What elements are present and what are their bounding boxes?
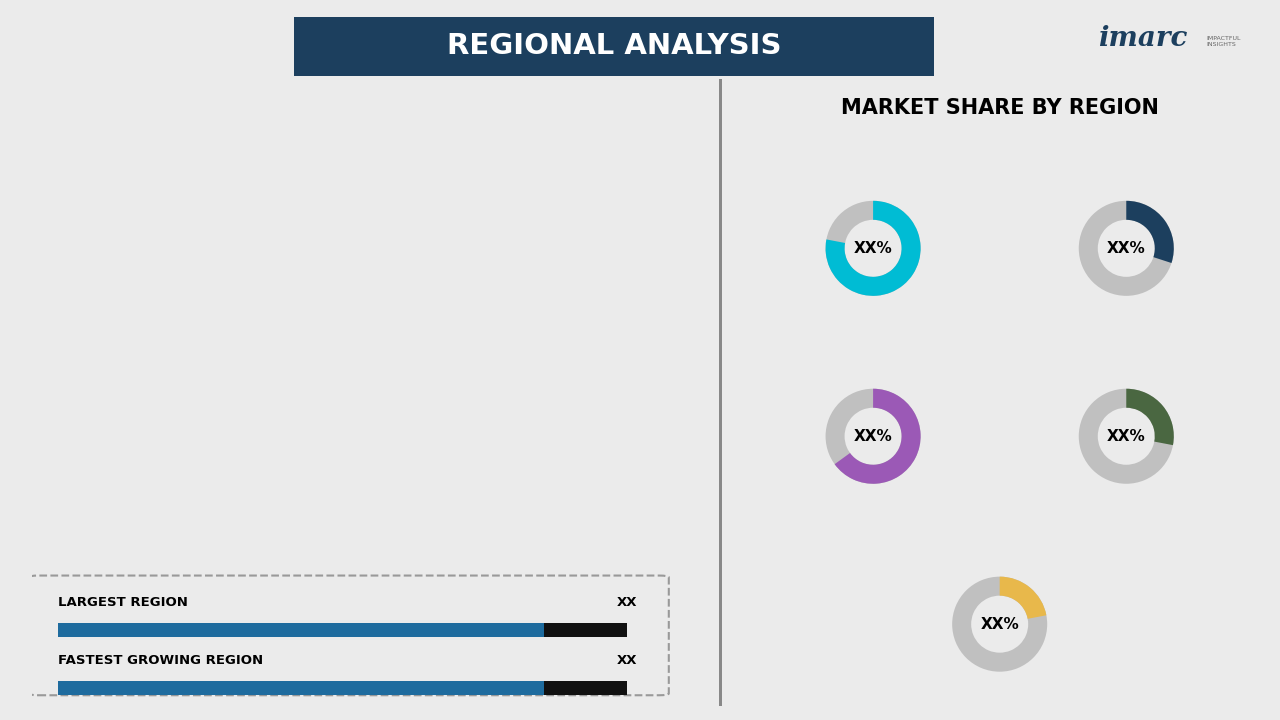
Text: XX%: XX% xyxy=(1107,240,1146,256)
Text: LARGEST REGION: LARGEST REGION xyxy=(58,596,187,609)
Text: imarc: imarc xyxy=(1098,25,1188,53)
Wedge shape xyxy=(952,577,1047,672)
Text: IMPACTFUL
INSIGHTS: IMPACTFUL INSIGHTS xyxy=(1207,35,1240,47)
Wedge shape xyxy=(1126,201,1174,263)
Wedge shape xyxy=(1079,389,1174,484)
Bar xyxy=(544,624,627,637)
Wedge shape xyxy=(826,389,920,484)
Wedge shape xyxy=(1000,577,1046,618)
Text: XX%: XX% xyxy=(1107,428,1146,444)
Text: MARKET SHARE BY REGION: MARKET SHARE BY REGION xyxy=(841,98,1158,118)
Wedge shape xyxy=(826,201,920,296)
Wedge shape xyxy=(826,201,920,296)
Text: REGIONAL ANALYSIS: REGIONAL ANALYSIS xyxy=(447,32,782,60)
Text: XX%: XX% xyxy=(980,616,1019,631)
Text: FASTEST GROWING REGION: FASTEST GROWING REGION xyxy=(58,654,262,667)
Wedge shape xyxy=(1126,389,1174,445)
Bar xyxy=(58,624,544,637)
Text: XX%: XX% xyxy=(854,428,892,444)
Bar xyxy=(58,681,544,696)
Wedge shape xyxy=(1079,201,1174,296)
Text: XX: XX xyxy=(617,654,637,667)
Text: XX: XX xyxy=(617,596,637,609)
Wedge shape xyxy=(835,389,920,484)
Bar xyxy=(544,681,627,696)
Text: XX%: XX% xyxy=(854,240,892,256)
